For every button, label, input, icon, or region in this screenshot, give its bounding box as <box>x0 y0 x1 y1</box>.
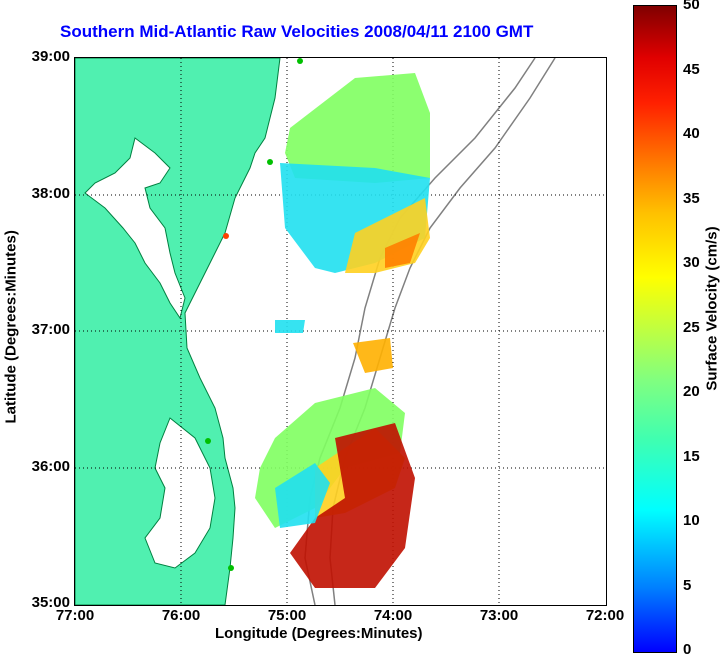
x-tick-label: 72:00 <box>585 607 625 624</box>
x-axis-label: Longitude (Degrees:Minutes) <box>215 625 423 642</box>
x-tick-label: 77:00 <box>55 607 95 624</box>
x-tick-label: 74:00 <box>373 607 413 624</box>
y-tick-label: 37:00 <box>31 321 70 338</box>
y-tick-label: 35:00 <box>31 594 70 611</box>
colorbar-tick: 35 <box>683 190 700 207</box>
colorbar-tick: 25 <box>683 319 700 336</box>
colorbar-tick: 30 <box>683 254 700 271</box>
pamlico-sound <box>144 417 216 569</box>
velocity-field-north-green <box>285 73 430 183</box>
grid-lines <box>75 58 606 605</box>
colorbar-tick: 15 <box>683 448 700 465</box>
station-marker <box>228 565 234 571</box>
y-tick-label: 39:00 <box>31 48 70 65</box>
station-marker <box>297 58 303 64</box>
colorbar <box>633 5 677 653</box>
x-tick-label: 73:00 <box>479 607 519 624</box>
map-svg <box>75 58 606 605</box>
map-title: Southern Mid-Atlantic Raw Velocities 200… <box>60 22 534 41</box>
velocity-field-south-red <box>290 423 415 588</box>
colorbar-tick: 0 <box>683 641 692 658</box>
colorbar-tick: 40 <box>683 125 700 142</box>
x-tick-label: 75:00 <box>267 607 307 624</box>
station-marker <box>267 159 273 165</box>
velocity-field-small <box>353 338 393 373</box>
y-axis-label: Latitude (Degrees:Minutes) <box>2 230 20 424</box>
chesapeake-bay <box>84 137 186 320</box>
velocity-field-small <box>275 320 305 333</box>
y-tick-label: 38:00 <box>31 185 70 202</box>
y-tick-label: 36:00 <box>31 458 70 475</box>
velocity-field-south-cyan <box>275 463 330 528</box>
station-marker <box>223 233 229 239</box>
colorbar-tick: 10 <box>683 512 700 529</box>
x-tick-label: 76:00 <box>161 607 201 624</box>
colorbar-tick: 20 <box>683 383 700 400</box>
colorbar-tick: 45 <box>683 61 700 78</box>
colorbar-label: Surface Velocity (cm/s) <box>703 226 721 391</box>
station-marker <box>205 438 211 444</box>
colorbar-tick: 50 <box>683 0 700 13</box>
velocity-field-north-orange <box>385 233 420 268</box>
map-area[interactable] <box>74 57 607 606</box>
colorbar-tick: 5 <box>683 577 692 594</box>
